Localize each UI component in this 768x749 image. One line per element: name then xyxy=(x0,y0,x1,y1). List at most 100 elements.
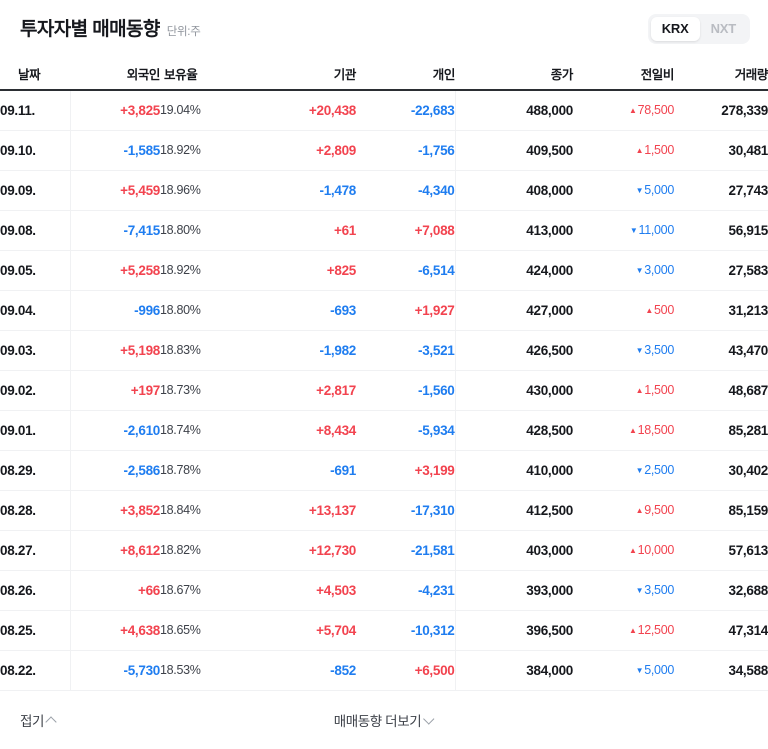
cell-individual-value: +1,927 xyxy=(414,302,455,318)
cell-institution-value: +61 xyxy=(334,222,356,238)
table-row[interactable]: 09.09. +5,459 18.96% -1,478 -4,340 408,000 ▼5,… xyxy=(0,170,768,211)
title-group: 투자자별 매매동향 단위:주 xyxy=(20,20,201,39)
cell-institution: +8,434 xyxy=(238,410,356,451)
cell-institution: +20,438 xyxy=(238,90,356,131)
cell-individual-value: -3,521 xyxy=(418,342,455,358)
cell-institution: +4,503 xyxy=(238,570,356,611)
cell-foreign: +4,638 xyxy=(70,610,160,651)
cell-date: 09.03. xyxy=(0,330,71,371)
cell-change-value: 9,500 xyxy=(644,503,674,517)
cell-change-value: 12,500 xyxy=(637,623,675,637)
show-more-button[interactable]: 매매동향 더보기 xyxy=(334,710,435,730)
cell-holding-rate-value: 18.65% xyxy=(160,623,201,637)
cell-individual: -4,231 xyxy=(356,570,456,611)
cell-change: ▲78,500 xyxy=(573,90,674,131)
cell-individual: -22,683 xyxy=(356,90,456,131)
cell-individual-value: -21,581 xyxy=(410,542,455,558)
cell-institution: +61 xyxy=(238,210,356,251)
cell-foreign-value: -996 xyxy=(134,302,160,318)
cell-individual: -1,756 xyxy=(356,130,456,171)
cell-foreign: +3,825 xyxy=(70,90,160,131)
triangle-down-icon: ▼ xyxy=(629,226,638,235)
cell-close-price: 384,000 xyxy=(455,650,573,691)
column-header-date[interactable]: 날짜 xyxy=(18,68,41,82)
column-header-institution[interactable]: 기관 xyxy=(333,68,357,82)
cell-individual: -6,514 xyxy=(356,250,456,291)
cell-volume: 85,159 xyxy=(674,490,768,531)
table-row[interactable]: 09.10. -1,585 18.92% +2,809 -1,756 409,500 ▲1,… xyxy=(0,130,768,171)
cell-holding-rate: 18.84% xyxy=(160,490,238,531)
cell-foreign-value: +66 xyxy=(138,582,160,598)
table-row[interactable]: 08.27. +8,612 18.82% +12,730 -21,581 403,000 ▲… xyxy=(0,530,768,571)
cell-date: 09.02. xyxy=(0,370,71,411)
cell-individual: -21,581 xyxy=(356,530,456,571)
panel-footer: 접기 매매동향 더보기 xyxy=(0,691,768,749)
cell-close-price: 413,000 xyxy=(455,210,573,251)
column-header-close-price[interactable]: 종가 xyxy=(550,68,574,82)
cell-foreign: -996 xyxy=(70,290,160,331)
table-row[interactable]: 08.22. -5,730 18.53% -852 +6,500 384,000 ▼5,00… xyxy=(0,650,768,691)
triangle-down-icon: ▼ xyxy=(635,186,644,195)
cell-individual-value: -5,934 xyxy=(418,422,455,438)
market-tab-krx[interactable]: KRX xyxy=(650,17,700,41)
cell-change: ▲1,500 xyxy=(573,130,674,171)
triangle-down-icon: ▼ xyxy=(635,346,644,355)
cell-change-value: 5,000 xyxy=(644,183,674,197)
cell-foreign: -2,586 xyxy=(70,450,160,491)
cell-change-value: 5,000 xyxy=(644,663,674,677)
cell-foreign-value: +5,258 xyxy=(120,262,160,278)
cell-individual: +3,199 xyxy=(356,450,456,491)
cell-holding-rate-value: 18.80% xyxy=(160,303,201,317)
cell-change: ▼3,500 xyxy=(573,330,674,371)
table-row[interactable]: 08.25. +4,638 18.65% +5,704 -10,312 396,500 ▲1… xyxy=(0,610,768,651)
cell-volume: 48,687 xyxy=(674,370,768,411)
cell-holding-rate: 19.04% xyxy=(160,90,238,131)
market-tab-nxt[interactable]: NXT xyxy=(710,21,737,36)
triangle-up-icon: ▲ xyxy=(628,546,637,555)
table-row[interactable]: 09.11. +3,825 19.04% +20,438 -22,683 488,000 ▲… xyxy=(0,90,768,131)
cell-foreign-value: +5,198 xyxy=(120,342,160,358)
cell-change: ▲12,500 xyxy=(573,610,675,651)
cell-holding-rate-value: 18.53% xyxy=(160,663,201,677)
cell-date-value: 08.29. xyxy=(0,462,36,478)
cell-institution: -1,982 xyxy=(238,330,356,371)
column-header-foreign[interactable]: 외국인 xyxy=(126,68,161,82)
table-row[interactable]: 08.26. +66 18.67% +4,503 -4,231 393,000 ▼3,500… xyxy=(0,570,768,611)
triangle-up-icon: ▲ xyxy=(635,146,644,155)
cell-holding-rate: 18.53% xyxy=(160,650,238,691)
cell-foreign: +66 xyxy=(70,570,160,611)
table-row[interactable]: 09.05. +5,258 18.92% +825 -6,514 424,000 ▼3,00… xyxy=(0,250,768,291)
cell-institution-value: +5,704 xyxy=(316,622,356,638)
table-row[interactable]: 09.01. -2,610 18.74% +8,434 -5,934 428,500 ▲18… xyxy=(0,410,768,451)
cell-change: ▼2,500 xyxy=(573,450,674,491)
table-row[interactable]: 09.04. -996 18.80% -693 +1,927 427,000 ▲500 31,… xyxy=(0,290,768,331)
cell-date-value: 09.08. xyxy=(0,222,36,238)
cell-individual-value: -1,560 xyxy=(418,382,455,398)
column-header-change[interactable]: 전일비 xyxy=(640,68,675,82)
table-row[interactable]: 08.28. +3,852 18.84% +13,137 -17,310 412,500 ▲… xyxy=(0,490,768,531)
table-row[interactable]: 09.02. +197 18.73% +2,817 -1,560 430,000 ▲1,50… xyxy=(0,370,768,411)
cell-institution-value: +2,817 xyxy=(316,382,356,398)
collapse-button[interactable]: 접기 xyxy=(20,710,57,730)
column-header-volume[interactable]: 거래량 xyxy=(734,68,768,82)
cell-foreign: +5,198 xyxy=(70,330,160,371)
table-row[interactable]: 09.03. +5,198 18.83% -1,982 -3,521 426,500 ▼3,… xyxy=(0,330,768,371)
market-toggle[interactable]: KRX NXT xyxy=(647,14,750,44)
triangle-up-icon: ▲ xyxy=(635,506,644,515)
cell-change-value: 1,500 xyxy=(644,383,674,397)
table-row[interactable]: 08.29. -2,586 18.78% -691 +3,199 410,000 ▼2,50… xyxy=(0,450,768,491)
cell-date: 08.26. xyxy=(0,570,71,611)
column-header-holding-rate[interactable]: 보유율 xyxy=(164,68,198,82)
cell-foreign-value: +3,825 xyxy=(120,102,160,118)
triangle-down-icon: ▼ xyxy=(635,466,644,475)
table-row[interactable]: 09.08. -7,415 18.80% +61 +7,088 413,000 ▼11,00… xyxy=(0,210,768,251)
cell-foreign-value: +197 xyxy=(130,382,161,398)
cell-holding-rate: 18.65% xyxy=(160,610,238,651)
cell-individual-value: +7,088 xyxy=(414,222,455,238)
column-header-individual[interactable]: 개인 xyxy=(432,68,456,82)
cell-individual-value: -22,683 xyxy=(410,102,455,118)
cell-close-price: 430,000 xyxy=(455,370,573,411)
cell-close-price-value: 396,500 xyxy=(526,622,573,638)
cell-foreign: +8,612 xyxy=(70,530,160,571)
